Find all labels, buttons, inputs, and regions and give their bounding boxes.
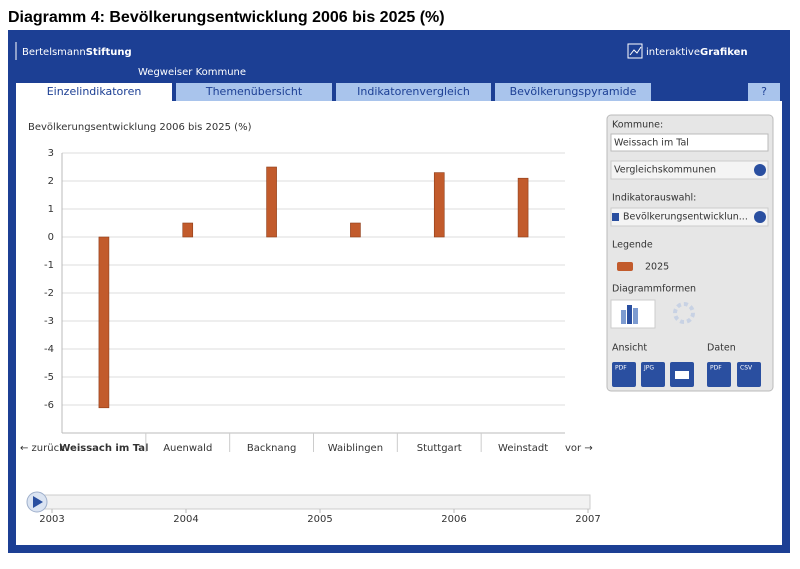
icon-text: PDF	[615, 365, 627, 372]
indicator-value: Bevölkerungsentwicklun...	[623, 212, 748, 223]
kommune-label: Kommune:	[612, 120, 663, 131]
tab-label[interactable]: ?	[761, 85, 767, 98]
x-tick-label[interactable]: Auenwald	[163, 443, 212, 454]
y-tick-label: -2	[44, 288, 54, 299]
tab[interactable]	[748, 83, 780, 101]
brand: BertelsmannStiftung	[22, 47, 132, 58]
brand-bold: Stiftung	[86, 47, 132, 58]
caption: Diagramm 4: Bevölkerungsentwicklung 2006…	[8, 9, 445, 26]
icon-text: PDF	[710, 365, 722, 372]
form-icon	[621, 310, 626, 324]
tab[interactable]	[495, 83, 651, 101]
data-label: Daten	[707, 343, 736, 354]
x-tick-label[interactable]: Weissach im Tal	[59, 443, 148, 454]
product: interaktiveGrafiken	[646, 47, 748, 58]
view-pdf-button[interactable]	[612, 362, 636, 387]
tab[interactable]	[16, 83, 172, 102]
x-tick-label[interactable]: Waiblingen	[328, 443, 383, 454]
bar	[350, 222, 361, 238]
view-label: Ansicht	[612, 343, 647, 354]
dropdown-icon	[754, 164, 766, 176]
timeline-label: 2007	[575, 514, 600, 525]
y-tick-label: -6	[44, 400, 54, 411]
form-pie-button[interactable]	[673, 302, 695, 324]
indicator-label: Indikatorauswahl:	[612, 193, 696, 204]
tab-label[interactable]: Themenübersicht	[205, 85, 303, 98]
tab-bar: Einzelindikatoren Themenübersicht Indikato…	[16, 83, 780, 102]
timeline: 2003 2004 2005 2006 2007	[39, 509, 601, 525]
y-tick-label: 0	[48, 232, 54, 243]
x-tick-label[interactable]: Backnang	[247, 443, 296, 454]
timeline-label: 2004	[173, 514, 198, 525]
nav-forward[interactable]: vor →	[565, 443, 593, 454]
chart-title: Bevölkerungsentwicklung 2006 bis 2025 (%…	[28, 122, 252, 133]
tab[interactable]	[176, 83, 332, 101]
kommune-value: Weissach im Tal	[614, 138, 689, 149]
tab-label[interactable]: Indikatorenvergleich	[357, 85, 470, 98]
bar	[266, 166, 277, 238]
y-tick-label: 3	[48, 148, 54, 159]
x-tick-label[interactable]: Weinstadt	[498, 443, 548, 454]
compare-text: Vergleichskommunen	[614, 165, 716, 176]
product-icon	[627, 43, 643, 59]
timeline-label: 2003	[39, 514, 64, 525]
icon-text: JPG	[643, 365, 654, 372]
y-tick-label: 1	[48, 204, 54, 215]
print-icon	[675, 371, 689, 379]
data-pdf-button[interactable]	[707, 362, 731, 387]
timeline-label: 2006	[441, 514, 466, 525]
play-icon	[33, 496, 43, 508]
subtitle: Wegweiser Kommune	[138, 67, 246, 78]
legend-entry: 2025	[645, 262, 669, 273]
bar	[182, 222, 194, 238]
y-tick-label: -1	[44, 260, 54, 271]
info-icon	[612, 213, 619, 221]
y-tick-label: -5	[44, 372, 54, 383]
tab-label[interactable]: Bevölkerungspyramide	[510, 85, 637, 98]
indicator-dropdown[interactable]	[610, 207, 769, 227]
timeline-label: 2005	[307, 514, 332, 525]
forms-label: Diagrammformen	[612, 284, 696, 295]
legend-swatch	[617, 262, 633, 271]
nav-back[interactable]: ← zurück	[20, 443, 65, 454]
tab[interactable]	[336, 83, 491, 101]
compare-dropdown[interactable]	[610, 160, 769, 180]
y-tick-label: -4	[44, 344, 54, 355]
product-icon-line	[629, 46, 642, 56]
icon-text: CSV	[740, 365, 753, 372]
y-tick-label: 2	[48, 176, 54, 187]
x-tick-label[interactable]: Stuttgart	[417, 443, 462, 454]
bar	[517, 177, 529, 238]
form-icon	[627, 305, 632, 324]
form-icon	[633, 308, 638, 324]
legend-label: Legende	[612, 240, 653, 251]
bar	[433, 172, 445, 238]
chart: 3 2 1 0 -1 -2 -3 -4 -5 -6 Weissach im Tal Auenwald B…	[44, 148, 565, 454]
product-bold: Grafiken	[700, 47, 748, 58]
product-light: interaktive	[646, 47, 700, 58]
brand-light: Bertelsmann	[22, 47, 86, 58]
kommune-input[interactable]	[610, 133, 769, 152]
data-csv-button[interactable]	[737, 362, 761, 387]
bar	[98, 236, 110, 409]
tab-label[interactable]: Einzelindikatoren	[47, 85, 142, 98]
view-jpg-button[interactable]	[641, 362, 665, 387]
timeline-track[interactable]	[36, 494, 591, 510]
y-tick-label: -3	[44, 316, 54, 327]
dropdown-icon	[754, 211, 766, 223]
